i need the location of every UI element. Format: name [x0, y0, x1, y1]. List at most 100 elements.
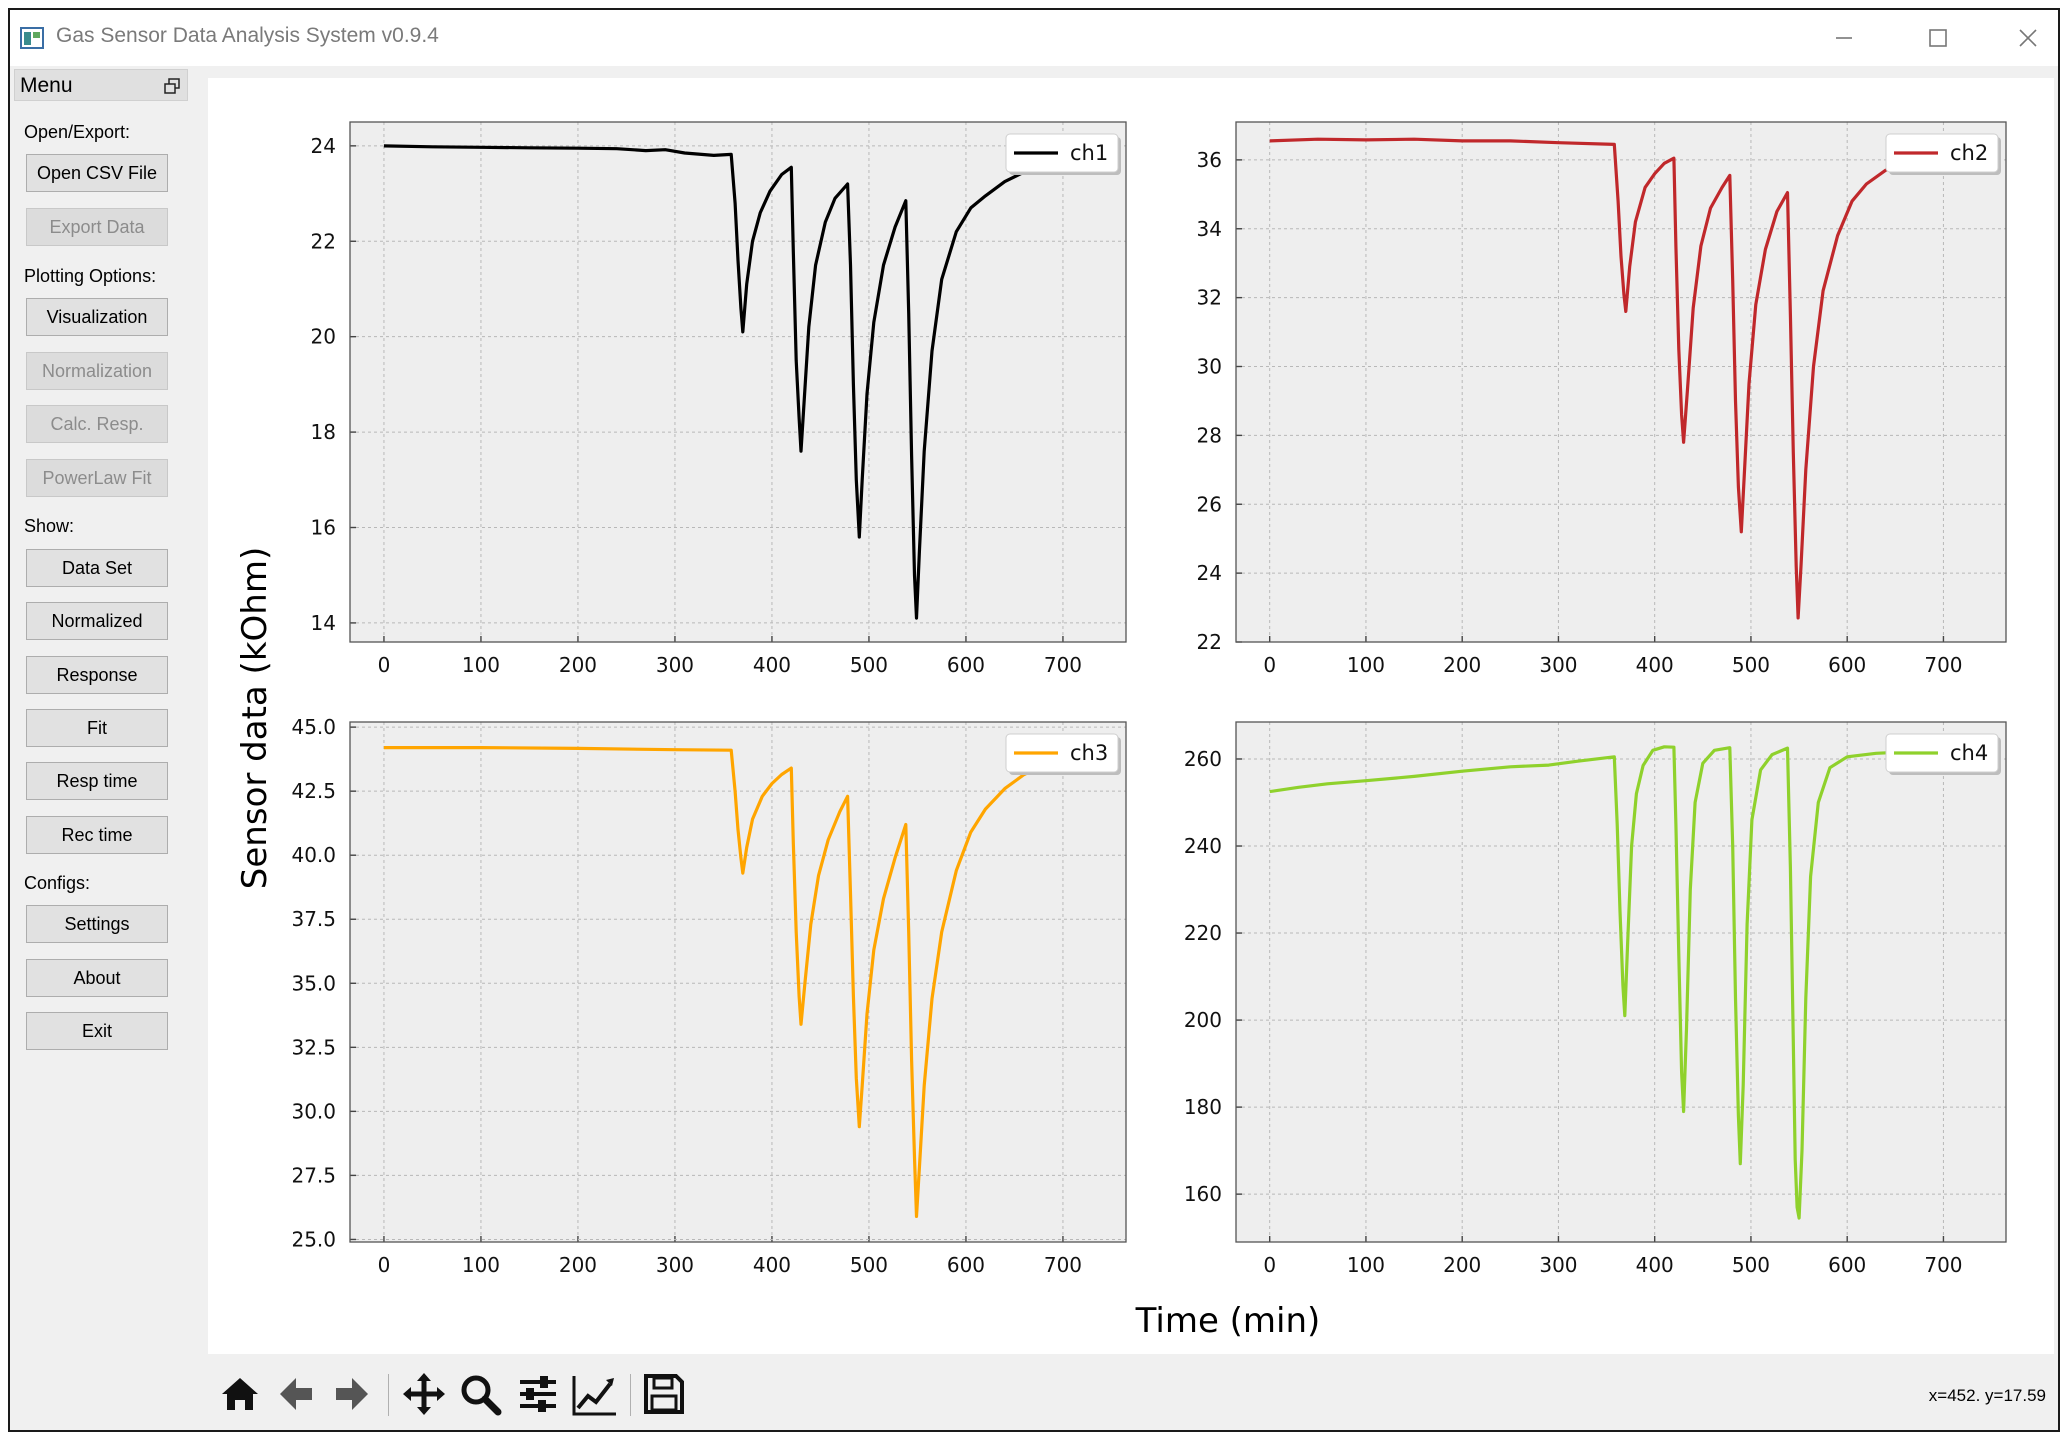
export-data-button[interactable]: Export Data	[26, 208, 168, 246]
maximize-icon[interactable]	[1906, 18, 1970, 58]
x-tick-label: 700	[1044, 653, 1082, 677]
response-button[interactable]: Response	[26, 656, 168, 694]
x-tick-label: 300	[656, 653, 694, 677]
series-line-ch1	[383, 144, 1045, 620]
x-tick-label: 400	[1636, 1253, 1674, 1277]
save-icon[interactable]	[640, 1370, 688, 1418]
calc-resp-button[interactable]: Calc. Resp.	[26, 405, 168, 443]
home-icon[interactable]	[216, 1370, 264, 1418]
toolbar-separator	[388, 1374, 389, 1416]
y-tick-label: 16	[311, 516, 336, 540]
legend-label: ch2	[1950, 141, 1988, 165]
plot-area[interactable]	[1236, 122, 2006, 642]
x-tick-label: 600	[947, 653, 985, 677]
axes-frame	[349, 121, 1127, 643]
x-tick-label: 500	[850, 653, 888, 677]
resp-time-button[interactable]: Resp time	[26, 762, 168, 800]
title-bar: Gas Sensor Data Analysis System v0.9.4	[10, 10, 2058, 66]
forward-arrow-icon[interactable]	[328, 1370, 376, 1418]
x-tick-label: 0	[378, 1253, 391, 1277]
group-label-configs: Configs:	[24, 873, 91, 893]
toolbar-separator	[630, 1374, 631, 1416]
configure-subplots-icon[interactable]	[514, 1370, 562, 1418]
x-tick-label: 600	[1828, 1253, 1866, 1277]
y-tick-label: 26	[1197, 492, 1222, 516]
y-tick-label: 45.0	[291, 715, 336, 739]
series-line-ch4	[1269, 745, 1925, 1220]
y-tick-label: 24	[1197, 561, 1222, 585]
y-tick-label: 14	[311, 611, 336, 635]
chart-panel[interactable]: 0 100 200 300 400 500 600 700 160 180 200 220 240 260…	[1184, 721, 2007, 1277]
y-tick-label: 22	[1197, 630, 1222, 654]
y-tick-label: 18	[311, 420, 336, 444]
back-arrow-icon[interactable]	[272, 1370, 320, 1418]
plot-canvas[interactable]: Sensor data (kOhm) Time (min) 0 100 200 300…	[208, 78, 2054, 1354]
settings-button[interactable]: Settings	[26, 905, 168, 943]
y-tick-label: 32.5	[291, 1035, 336, 1059]
edit-axis-icon[interactable]	[570, 1370, 618, 1418]
plot-area[interactable]	[350, 722, 1126, 1242]
figure-ylabel: Sensor data (kOhm)	[235, 547, 275, 889]
series-line-ch2	[1269, 137, 1925, 620]
chart-panel[interactable]: 0 100 200 300 400 500 600 700 14 16 18 20 22 24 ch1	[311, 121, 1127, 677]
plot-area[interactable]	[350, 122, 1126, 642]
group-label-open-export: Open/Export:	[24, 122, 131, 142]
y-tick-label: 30.0	[291, 1099, 336, 1123]
y-tick-label: 24	[311, 134, 336, 158]
chart-panel[interactable]: 0 100 200 300 400 500 600 700 25.0 27.5 30.0 32.5 35…	[291, 715, 1127, 1277]
menu-dock-header: Menu	[14, 69, 188, 101]
figure-xlabel: Time (min)	[1135, 1301, 1321, 1341]
visualization-button[interactable]: Visualization	[26, 298, 168, 336]
fit-button[interactable]: Fit	[26, 709, 168, 747]
y-tick-label: 42.5	[291, 779, 336, 803]
legend-box	[1885, 133, 1999, 173]
exit-button[interactable]: Exit	[26, 1012, 168, 1050]
x-tick-label: 200	[1443, 653, 1481, 677]
group-label-plotting-options: Plotting Options:	[24, 266, 157, 286]
y-tick-label: 260	[1184, 747, 1222, 771]
x-tick-label: 500	[1732, 1253, 1770, 1277]
x-tick-label: 400	[753, 653, 791, 677]
y-tick-label: 35.0	[291, 971, 336, 995]
x-tick-label: 0	[1263, 1253, 1276, 1277]
legend-box	[1005, 133, 1119, 173]
x-tick-label: 500	[1732, 653, 1770, 677]
open-csv-file-button[interactable]: Open CSV File	[26, 154, 168, 192]
powerlaw-fit-button[interactable]: PowerLaw Fit	[26, 459, 168, 497]
legend: ch2	[1885, 133, 2001, 175]
cursor-coordinates: x=452. y=17.59	[1928, 1386, 2046, 1405]
rec-time-button[interactable]: Rec time	[26, 816, 168, 854]
x-tick-label: 100	[462, 653, 500, 677]
x-tick-label: 400	[753, 1253, 791, 1277]
x-tick-label: 700	[1924, 1253, 1962, 1277]
y-tick-label: 220	[1184, 921, 1222, 945]
plot-area[interactable]	[1236, 722, 2006, 1242]
normalized-button[interactable]: Normalized	[26, 602, 168, 640]
y-tick-label: 22	[311, 229, 336, 253]
x-tick-label: 100	[1347, 1253, 1385, 1277]
legend-box	[1885, 733, 1999, 773]
chart-panel[interactable]: 0 100 200 300 400 500 600 700 22 24 26 28 30 32 34 36 ch…	[1197, 121, 2007, 677]
group-label-show: Show:	[24, 516, 75, 536]
x-tick-label: 300	[656, 1253, 694, 1277]
app-window: Gas Sensor Data Analysis System v0.9.4 M…	[8, 8, 2060, 1432]
x-tick-label: 700	[1044, 1253, 1082, 1277]
x-tick-label: 400	[1636, 653, 1674, 677]
x-tick-label: 700	[1924, 653, 1962, 677]
x-tick-label: 300	[1539, 653, 1577, 677]
normalization-button[interactable]: Normalization	[26, 352, 168, 390]
zoom-icon[interactable]	[456, 1370, 504, 1418]
y-tick-label: 200	[1184, 1008, 1222, 1032]
y-tick-label: 28	[1197, 423, 1222, 447]
about-button[interactable]: About	[26, 959, 168, 997]
close-icon[interactable]	[1996, 18, 2060, 58]
y-tick-label: 20	[311, 325, 336, 349]
minimize-icon[interactable]	[1812, 18, 1876, 58]
data-set-button[interactable]: Data Set	[26, 549, 168, 587]
pan-icon[interactable]	[400, 1370, 448, 1418]
y-tick-label: 240	[1184, 834, 1222, 858]
sensor-figure[interactable]: Sensor data (kOhm) Time (min) 0 100 200 300…	[208, 78, 2054, 1354]
x-tick-label: 200	[1443, 1253, 1481, 1277]
float-dock-icon[interactable]	[163, 77, 181, 95]
x-tick-label: 200	[559, 1253, 597, 1277]
